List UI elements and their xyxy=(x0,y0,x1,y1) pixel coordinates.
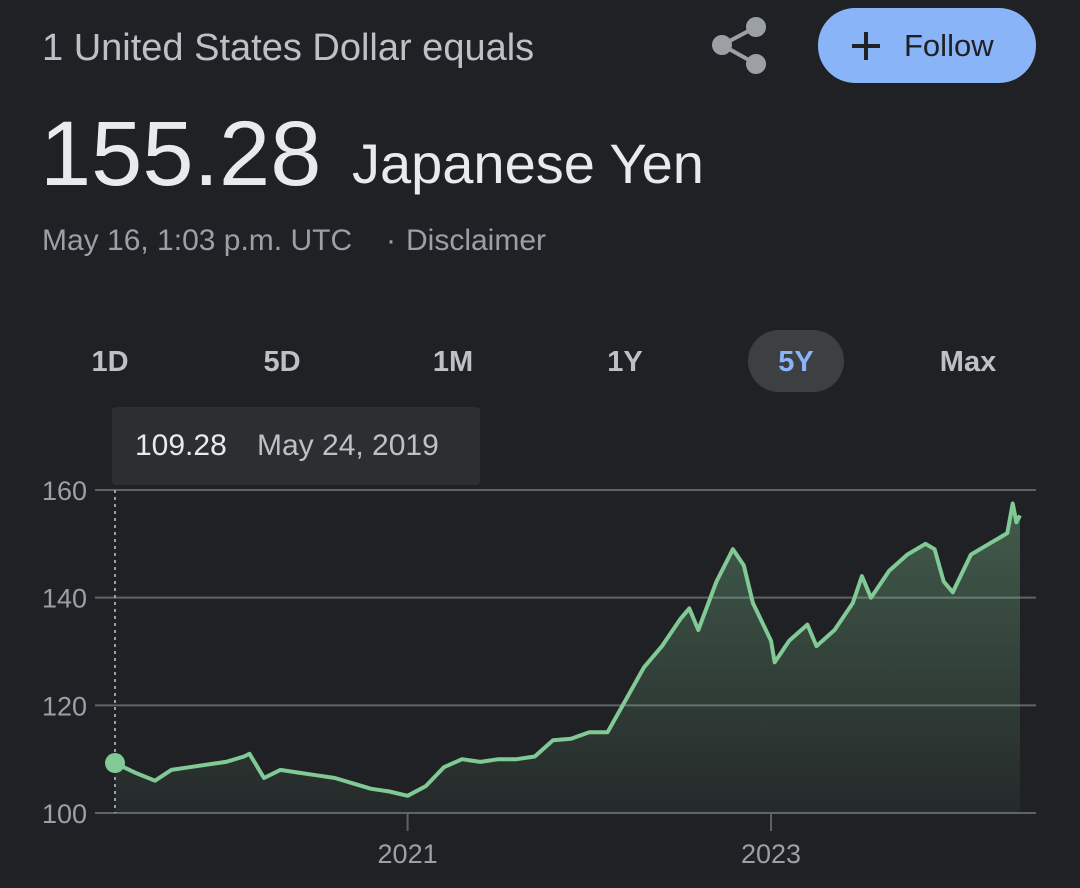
timestamp: May 16, 1:03 p.m. UTC xyxy=(42,224,352,257)
tab-label: 1Y xyxy=(607,346,642,378)
x-tick-label: 2021 xyxy=(378,839,438,869)
amount: 155.28 xyxy=(40,103,321,205)
y-tick-label: 120 xyxy=(42,691,87,721)
tooltip-value: 109.28 xyxy=(135,429,227,462)
tab-label: Max xyxy=(940,346,996,378)
y-tick-label: 100 xyxy=(42,799,87,829)
tab-label: 1D xyxy=(91,346,128,378)
share-button[interactable] xyxy=(712,17,766,74)
range-tab[interactable]: 5Y xyxy=(748,330,844,392)
tab-label: 5Y xyxy=(778,346,813,378)
range-tabs: 1D 5D 1M 1Y 5Y Max xyxy=(91,330,996,392)
separator: · xyxy=(386,224,396,257)
tooltip-date: May 24, 2019 xyxy=(257,429,439,462)
hover-dot xyxy=(105,753,125,774)
follow-label: Follow xyxy=(904,28,994,63)
line xyxy=(114,501,1022,798)
tooltip: 109.28 May 24, 2019 xyxy=(112,407,480,485)
y-tick-label: 140 xyxy=(42,584,87,614)
range-tab[interactable]: 1D xyxy=(91,346,128,378)
range-tab[interactable]: 5D xyxy=(263,346,300,378)
range-tab[interactable]: 1Y xyxy=(607,346,642,378)
range-tab[interactable]: Max xyxy=(940,346,996,378)
area xyxy=(115,503,1020,813)
tab-label: 1M xyxy=(433,346,473,378)
currency: Japanese Yen xyxy=(352,132,704,195)
x-tick-label: 2023 xyxy=(741,839,801,869)
disclaimer-link[interactable]: Disclaimer xyxy=(406,224,546,257)
y-tick-label: 160 xyxy=(42,476,87,506)
active-pill xyxy=(748,330,844,392)
chart: 100 120 140 160 2021 2023 109.28 May 24, 2019 xyxy=(42,407,1036,869)
tab-label: 5D xyxy=(263,346,300,378)
tooltip-box xyxy=(112,407,480,485)
range-tab[interactable]: 1M xyxy=(433,346,473,378)
header-title: 1 United States Dollar equals xyxy=(42,27,534,69)
follow-button[interactable]: Follow xyxy=(818,8,1036,83)
